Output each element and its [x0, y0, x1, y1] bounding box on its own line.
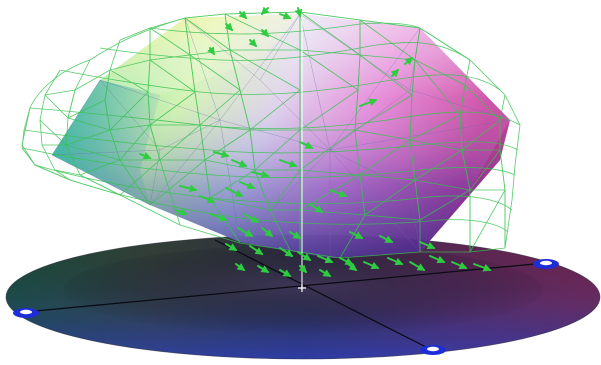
difference-vector-44: [299, 141, 314, 149]
difference-vector-24: [261, 227, 274, 237]
difference-vector-2: [260, 6, 270, 16]
difference-vector-6: [260, 28, 270, 38]
difference-vector-26: [225, 243, 238, 251]
difference-vector-25: [289, 231, 302, 239]
difference-vector-19: [179, 184, 198, 193]
difference-vector-18: [199, 195, 216, 204]
difference-vector-40: [298, 264, 308, 274]
axis-handle-bottom[interactable]: [420, 345, 446, 355]
difference-vector-20: [175, 207, 188, 216]
difference-vector-16: [239, 181, 256, 190]
difference-vector-1: [238, 10, 248, 20]
difference-vector-49: [379, 235, 394, 243]
difference-vector-30: [317, 255, 334, 264]
difference-vector-22: [243, 213, 260, 223]
difference-vector-23: [237, 227, 254, 237]
difference-vector-21: [209, 213, 228, 222]
axis-handle-left[interactable]: [13, 308, 39, 318]
wireframe-gamut-mesh: [21, 11, 521, 259]
difference-vector-36: [451, 261, 468, 270]
b-axis-line: [214, 239, 433, 351]
axis-handle-right[interactable]: [533, 259, 559, 269]
difference-vector-38: [257, 265, 270, 273]
chroma-axes: [13, 239, 546, 351]
difference-vector-12: [139, 151, 152, 160]
difference-vector-29: [297, 251, 312, 261]
a-axis-line: [13, 262, 546, 314]
difference-vector-9: [404, 56, 414, 66]
difference-vector-32: [363, 261, 380, 270]
chroma-plane-disc: [5, 234, 601, 360]
difference-vector-42: [347, 262, 358, 271]
difference-vector-45: [279, 159, 298, 168]
difference-vector-34: [409, 261, 426, 271]
difference-vector-33: [387, 257, 404, 266]
difference-vector-10: [359, 98, 378, 107]
difference-vector-37: [473, 263, 492, 272]
difference-vector-43: [235, 262, 246, 271]
difference-vector-3: [279, 11, 292, 20]
difference-vectors: [139, 6, 492, 277]
difference-vector-50: [419, 241, 436, 250]
difference-vector-8: [207, 46, 215, 56]
difference-vector-47: [309, 203, 324, 213]
difference-vector-11: [390, 68, 400, 78]
difference-vector-46: [329, 189, 348, 198]
difference-vector-35: [429, 255, 446, 264]
difference-vector-13: [213, 150, 230, 159]
difference-vector-39: [279, 269, 292, 277]
difference-vector-14: [231, 159, 248, 168]
difference-vector-5: [224, 22, 234, 32]
difference-vector-28: [279, 247, 294, 257]
difference-vector-4: [294, 7, 303, 18]
difference-vector-17: [225, 187, 244, 197]
difference-vector-48: [349, 231, 364, 239]
difference-vector-7: [248, 38, 258, 48]
difference-vector-15: [251, 170, 270, 179]
origin-marker: [298, 284, 306, 292]
difference-vector-27: [249, 245, 264, 255]
axis-handles[interactable]: [13, 259, 559, 355]
difference-vector-41: [319, 269, 332, 277]
